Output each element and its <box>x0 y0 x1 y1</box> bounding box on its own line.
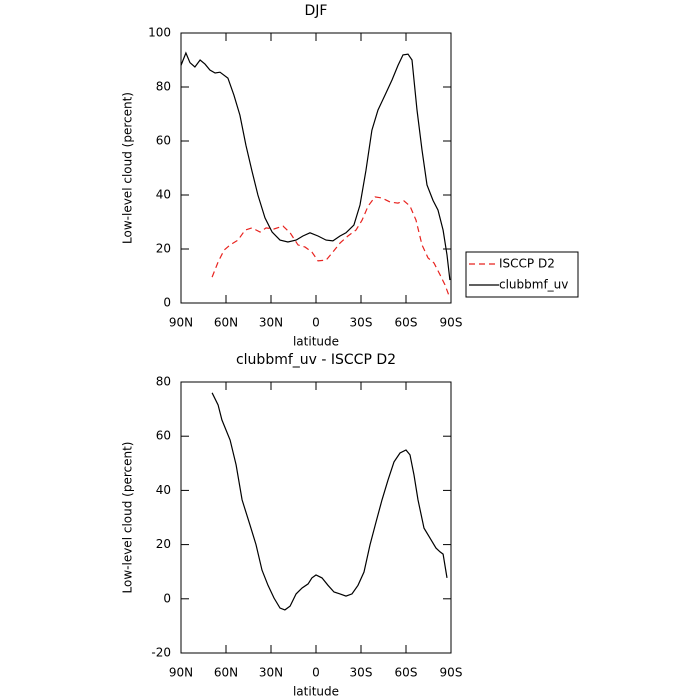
x-tick-label: 90N <box>169 316 193 330</box>
x-tick-label: 30S <box>350 316 373 330</box>
plot-frame <box>180 32 452 304</box>
legend-label: ISCCP D2 <box>499 257 555 271</box>
y-tick-label: 0 <box>163 591 171 605</box>
chart-title: clubbmf_uv - ISCCP D2 <box>236 352 396 368</box>
y-tick-label: 40 <box>156 188 171 202</box>
x-tick-label: 60S <box>395 666 418 680</box>
x-tick-label: 0 <box>312 316 320 330</box>
x-tick-label: 90S <box>440 666 463 680</box>
y-axis-label: Low-level cloud (percent) <box>121 92 135 244</box>
y-tick-label: 20 <box>156 242 171 256</box>
y-tick-label: 0 <box>163 296 171 310</box>
y-tick-label: 40 <box>156 483 171 497</box>
x-tick-label: 90S <box>440 316 463 330</box>
x-tick-label: 30S <box>350 666 373 680</box>
y-tick-label: 60 <box>156 429 171 443</box>
plot-frame <box>180 381 452 654</box>
y-tick-label: 100 <box>148 26 171 40</box>
y-tick-label: 20 <box>156 537 171 551</box>
data-line <box>211 392 448 611</box>
x-tick-label: 90N <box>169 666 193 680</box>
y-tick-label: -20 <box>151 646 171 660</box>
x-tick-label: 30N <box>259 316 283 330</box>
chart-title: DJF <box>305 3 328 19</box>
x-tick-label: 60N <box>214 666 238 680</box>
y-tick-label: 80 <box>156 80 171 94</box>
x-axis-label: latitude <box>293 335 339 349</box>
data-line <box>180 51 451 281</box>
panel: clubbmf_uv - ISCCP D2 latitude Low-level c… <box>121 352 463 699</box>
x-tick-label: 60S <box>395 316 418 330</box>
y-tick-label: 80 <box>156 375 171 389</box>
panel: DJF latitude Low-level cloud (percent) 0 20 4… <box>121 3 579 349</box>
data-line <box>211 196 450 297</box>
x-tick-label: 0 <box>312 666 320 680</box>
y-tick-label: 60 <box>156 134 171 148</box>
x-axis-label: latitude <box>293 685 339 699</box>
legend-box <box>465 251 579 298</box>
y-axis-label: Low-level cloud (percent) <box>121 442 135 594</box>
x-tick-label: 30N <box>259 666 283 680</box>
legend-label: clubbmf_uv <box>499 278 568 292</box>
x-tick-label: 60N <box>214 316 238 330</box>
